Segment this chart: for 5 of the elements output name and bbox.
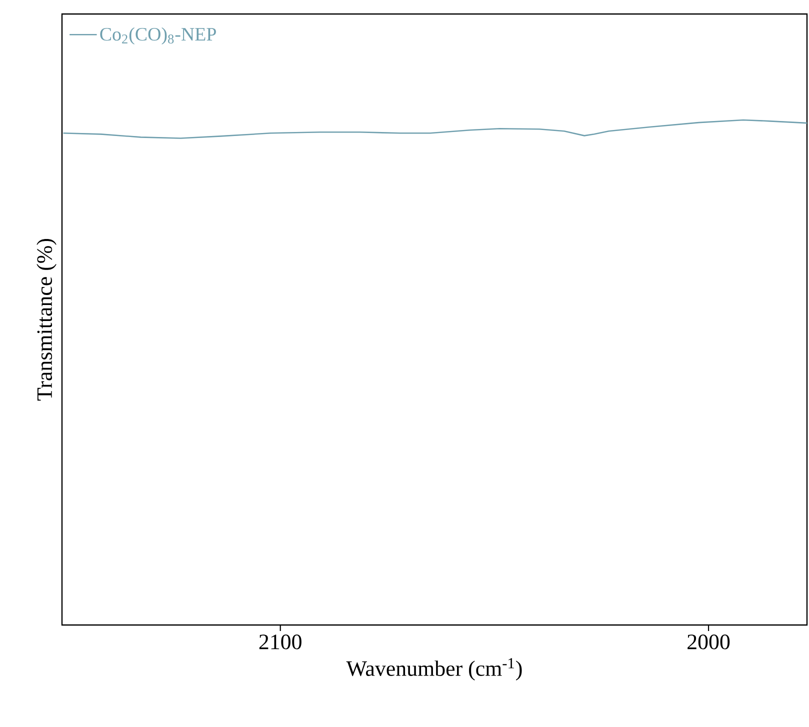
x-tick-label: 2100	[259, 634, 302, 650]
x-axis-title: Wavenumber (cm$^{-1}$)	[346, 658, 522, 680]
y-axis-title: Transmittance (%)	[36, 238, 56, 401]
x-tick-label: 2000	[688, 634, 730, 650]
legend-label: Co$_{2}$(CO)$_{8}$-NEP	[100, 27, 216, 45]
